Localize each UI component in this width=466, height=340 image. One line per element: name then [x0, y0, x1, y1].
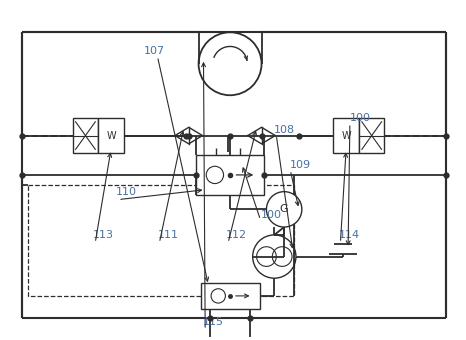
Bar: [196, 155, 265, 194]
Text: 108: 108: [274, 125, 295, 135]
Text: 111: 111: [158, 230, 178, 240]
Text: 110: 110: [116, 187, 137, 197]
Text: W: W: [341, 131, 351, 140]
Text: 115: 115: [203, 317, 224, 327]
Bar: [333, 118, 359, 153]
Text: W: W: [106, 131, 116, 140]
Text: 114: 114: [338, 230, 360, 240]
Text: 100: 100: [260, 210, 281, 220]
Text: 113: 113: [93, 230, 114, 240]
Text: 100: 100: [350, 113, 371, 123]
Bar: [73, 118, 98, 153]
Bar: [359, 118, 384, 153]
Bar: [98, 118, 124, 153]
Circle shape: [267, 192, 302, 227]
Text: 112: 112: [226, 230, 247, 240]
Bar: [200, 283, 260, 309]
Text: 109: 109: [290, 160, 311, 170]
Text: 107: 107: [144, 46, 165, 56]
Text: G: G: [280, 204, 288, 214]
